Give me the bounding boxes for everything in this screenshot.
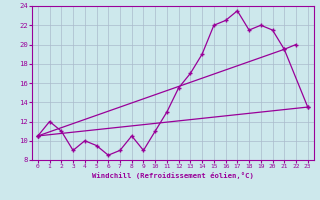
X-axis label: Windchill (Refroidissement éolien,°C): Windchill (Refroidissement éolien,°C) [92,172,254,179]
